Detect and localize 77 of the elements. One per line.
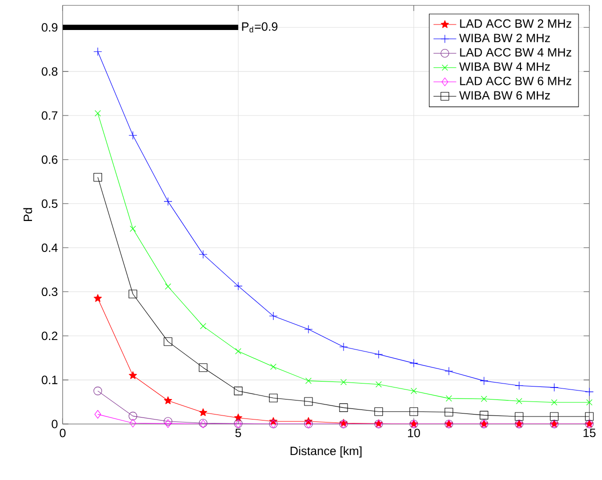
- point: [586, 399, 592, 406]
- point: [198, 250, 208, 259]
- point: [164, 283, 172, 290]
- point: [340, 379, 347, 386]
- y-axis-title: Pd: [23, 208, 32, 222]
- point: [198, 363, 208, 372]
- point: [164, 337, 172, 346]
- y-tick-label: 0.4: [42, 243, 58, 252]
- legend-label: LAD ACC BW 6 MHz: [460, 76, 572, 86]
- legend-label: LAD ACC BW 4 MHz: [460, 48, 572, 57]
- point: [130, 418, 136, 428]
- x-tick-label: 0: [60, 428, 66, 438]
- legend-label: WIBA BW 6 MHz: [459, 91, 550, 100]
- point: [94, 110, 101, 116]
- y-tick-label: 0.7: [42, 111, 58, 120]
- x-tick-label: 15: [584, 428, 596, 438]
- y-tick-label: 0.5: [42, 199, 58, 208]
- legend-label: LAD ACC BW 2 MHz: [460, 19, 572, 28]
- point: [164, 197, 172, 206]
- point: [585, 412, 594, 421]
- point: [376, 381, 382, 388]
- point: [234, 414, 242, 422]
- point: [94, 386, 102, 396]
- point: [235, 348, 242, 354]
- point: [128, 131, 138, 140]
- x-axis-title: Distance [km]: [290, 446, 362, 458]
- x-tick-label: 5: [235, 428, 242, 438]
- point: [234, 386, 242, 396]
- y-tick-label: 0.8: [42, 67, 58, 76]
- y-tick-label: 0.2: [42, 332, 58, 340]
- point: [94, 410, 102, 419]
- point: [128, 371, 137, 380]
- point: [128, 412, 138, 420]
- point: [234, 282, 242, 290]
- y-tick-label: 0.1: [42, 376, 58, 384]
- point: [128, 290, 138, 298]
- point: [374, 407, 383, 416]
- legend-label: WIBA BW 4 MHz: [459, 62, 550, 71]
- point: [339, 403, 348, 412]
- x-tick-label: 10: [408, 428, 420, 438]
- point: [339, 342, 348, 352]
- annotation: P$_{d}$=0.9: [242, 22, 278, 32]
- point: [304, 324, 313, 334]
- y-tick-label: 0: [52, 420, 58, 428]
- point: [480, 376, 488, 386]
- point: [305, 378, 312, 384]
- point: [480, 396, 488, 402]
- point: [269, 394, 278, 402]
- point: [199, 408, 208, 416]
- point: [130, 226, 136, 232]
- point: [304, 397, 313, 406]
- point: [514, 412, 524, 421]
- point: [94, 294, 102, 302]
- point: [516, 398, 522, 404]
- point: [94, 172, 102, 182]
- point: [269, 312, 278, 320]
- y-tick-label: 0.6: [42, 155, 58, 164]
- point: [270, 364, 276, 370]
- point: [410, 388, 417, 394]
- point: [446, 395, 452, 402]
- point: [551, 399, 558, 406]
- point: [374, 350, 383, 359]
- point: [514, 381, 524, 390]
- point: [550, 383, 558, 392]
- point: [444, 366, 454, 376]
- point: [550, 412, 558, 421]
- point: [480, 410, 488, 420]
- point: [444, 408, 454, 416]
- point: [410, 358, 418, 368]
- y-tick-label: 0.9: [42, 23, 58, 32]
- point: [585, 388, 594, 396]
- point: [200, 323, 206, 330]
- point: [410, 407, 418, 416]
- point: [164, 396, 172, 404]
- point: [94, 47, 102, 56]
- legend-label: WIBA BW 2 MHz: [459, 34, 550, 42]
- y-tick-label: 0.3: [42, 288, 58, 296]
